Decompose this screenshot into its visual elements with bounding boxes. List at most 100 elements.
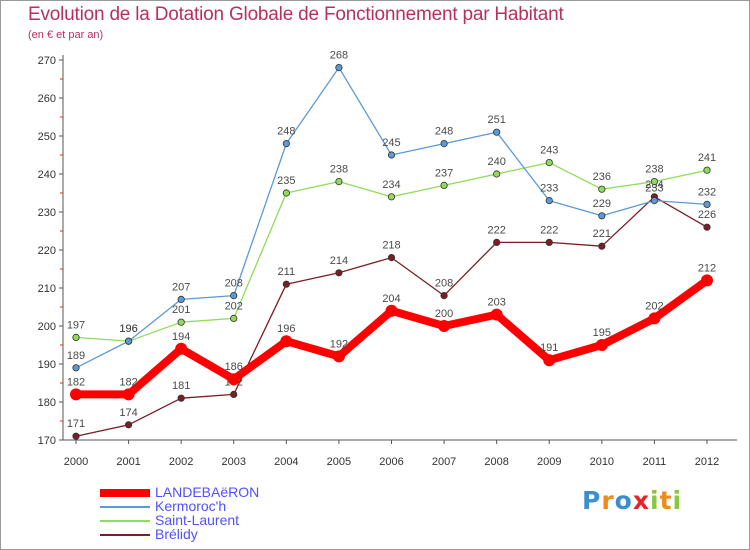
data-label-kermoroch: 245	[382, 137, 400, 149]
data-label-saintlaurent: 237	[435, 167, 453, 179]
data-label-landebaeron: 196	[277, 323, 295, 335]
data-label-kermoroch: 233	[540, 183, 558, 195]
data-label-brelidy: 174	[119, 407, 137, 419]
data-point-brelidy	[545, 238, 553, 246]
data-point-saintlaurent	[72, 333, 80, 341]
y-tick-label: 270	[38, 55, 56, 67]
data-point-landebaeron	[227, 373, 240, 386]
data-point-kermoroch	[440, 140, 448, 148]
data-label-landebaeron: 203	[487, 297, 505, 309]
data-point-brelidy	[335, 269, 343, 277]
y-tick-label: 190	[38, 359, 56, 371]
data-label-landebaeron: 194	[172, 331, 190, 343]
data-point-brelidy	[703, 223, 711, 231]
legend-label: Brélidy	[155, 526, 198, 542]
data-label-landebaeron: 192	[330, 338, 348, 350]
data-label-saintlaurent: 235	[277, 175, 295, 187]
y-tick-label: 180	[38, 397, 56, 409]
y-tick-label: 170	[38, 435, 56, 447]
data-label-landebaeron: 182	[67, 376, 85, 388]
data-point-saintlaurent	[598, 185, 606, 193]
data-point-brelidy	[598, 242, 606, 250]
data-label-brelidy: 214	[330, 255, 348, 267]
data-label-landebaeron: 191	[540, 342, 558, 354]
data-point-brelidy	[493, 238, 501, 246]
chart-subtitle: (en € et par an)	[28, 29, 104, 41]
legend-swatch	[100, 506, 150, 508]
data-label-kermoroch: 189	[67, 350, 85, 362]
data-label-saintlaurent: 201	[172, 304, 190, 316]
legend-label: LANDEBAëRON	[155, 484, 260, 500]
data-label-saintlaurent: 243	[540, 145, 558, 157]
data-point-landebaeron	[543, 354, 556, 367]
y-tick-label: 240	[38, 169, 56, 181]
data-point-kermoroch	[493, 128, 501, 136]
data-label-saintlaurent: 241	[698, 152, 716, 164]
data-point-landebaeron	[70, 388, 82, 401]
data-label-kermoroch: 232	[698, 186, 716, 198]
y-tick-label: 250	[38, 131, 56, 143]
data-label-kermoroch: 229	[593, 198, 611, 210]
data-point-landebaeron	[122, 388, 135, 401]
data-label-brelidy: 221	[593, 228, 611, 240]
y-tick-label: 210	[38, 283, 56, 295]
legend-swatch	[100, 534, 150, 536]
logo-letter: i	[672, 486, 683, 515]
data-label-landebaeron: 200	[435, 308, 453, 320]
data-label-brelidy: 208	[435, 278, 453, 290]
data-label-landebaeron: 186	[225, 361, 243, 373]
data-point-kermoroch	[230, 291, 238, 300]
data-point-brelidy	[440, 291, 448, 300]
data-label-brelidy: 171	[67, 418, 85, 430]
data-label-landebaeron: 204	[382, 293, 400, 305]
data-point-kermoroch	[72, 364, 80, 372]
data-point-saintlaurent	[282, 189, 290, 197]
data-label-landebaeron: 202	[645, 300, 663, 312]
data-label-brelidy: 222	[540, 224, 558, 236]
data-point-kermoroch	[703, 200, 711, 208]
y-tick-label: 260	[38, 93, 56, 105]
chart-title: Evolution de la Dotation Globale de Fonc…	[28, 4, 564, 25]
data-label-saintlaurent: 197	[67, 319, 85, 331]
data-point-saintlaurent	[440, 181, 448, 189]
data-label-brelidy: 226	[698, 209, 716, 221]
data-point-landebaeron	[701, 274, 713, 287]
data-label-kermoroch: 196	[119, 323, 137, 335]
x-tick-label: 2004	[274, 456, 298, 468]
data-point-saintlaurent	[493, 170, 501, 178]
legend-swatch	[100, 489, 150, 497]
data-point-landebaeron	[648, 312, 661, 325]
data-label-brelidy: 222	[487, 224, 505, 236]
data-point-saintlaurent	[335, 178, 343, 186]
data-label-saintlaurent: 240	[487, 156, 505, 168]
data-point-saintlaurent	[545, 159, 553, 167]
x-tick-label: 2001	[116, 456, 140, 468]
legend-label: Kermoroc'h	[155, 498, 227, 514]
data-label-saintlaurent: 202	[225, 300, 243, 312]
logo-letter: P	[582, 486, 602, 515]
data-label-kermoroch: 207	[172, 281, 190, 293]
data-point-landebaeron	[385, 304, 398, 317]
x-tick-label: 2000	[64, 456, 88, 468]
data-point-brelidy	[230, 390, 238, 398]
legend-swatch	[100, 520, 150, 522]
logo-letter: t	[659, 486, 673, 515]
data-label-landebaeron: 195	[593, 327, 611, 339]
data-point-kermoroch	[124, 337, 133, 345]
data-point-saintlaurent	[387, 193, 396, 201]
data-point-kermoroch	[598, 212, 606, 220]
data-point-saintlaurent	[230, 314, 238, 322]
data-label-saintlaurent: 238	[645, 164, 663, 176]
proxiti-logo: Proxiti	[582, 486, 682, 515]
x-tick-label: 2010	[590, 456, 614, 468]
x-tick-label: 2008	[484, 456, 508, 468]
data-point-landebaeron	[175, 342, 188, 355]
data-point-landebaeron	[332, 350, 345, 363]
series-line-kermoroch	[75, 66, 708, 369]
data-label-kermoroch: 233	[645, 183, 663, 195]
data-point-brelidy	[387, 254, 396, 262]
logo-letter: x	[632, 486, 650, 515]
data-point-landebaeron	[595, 339, 608, 351]
data-point-saintlaurent	[177, 318, 185, 326]
